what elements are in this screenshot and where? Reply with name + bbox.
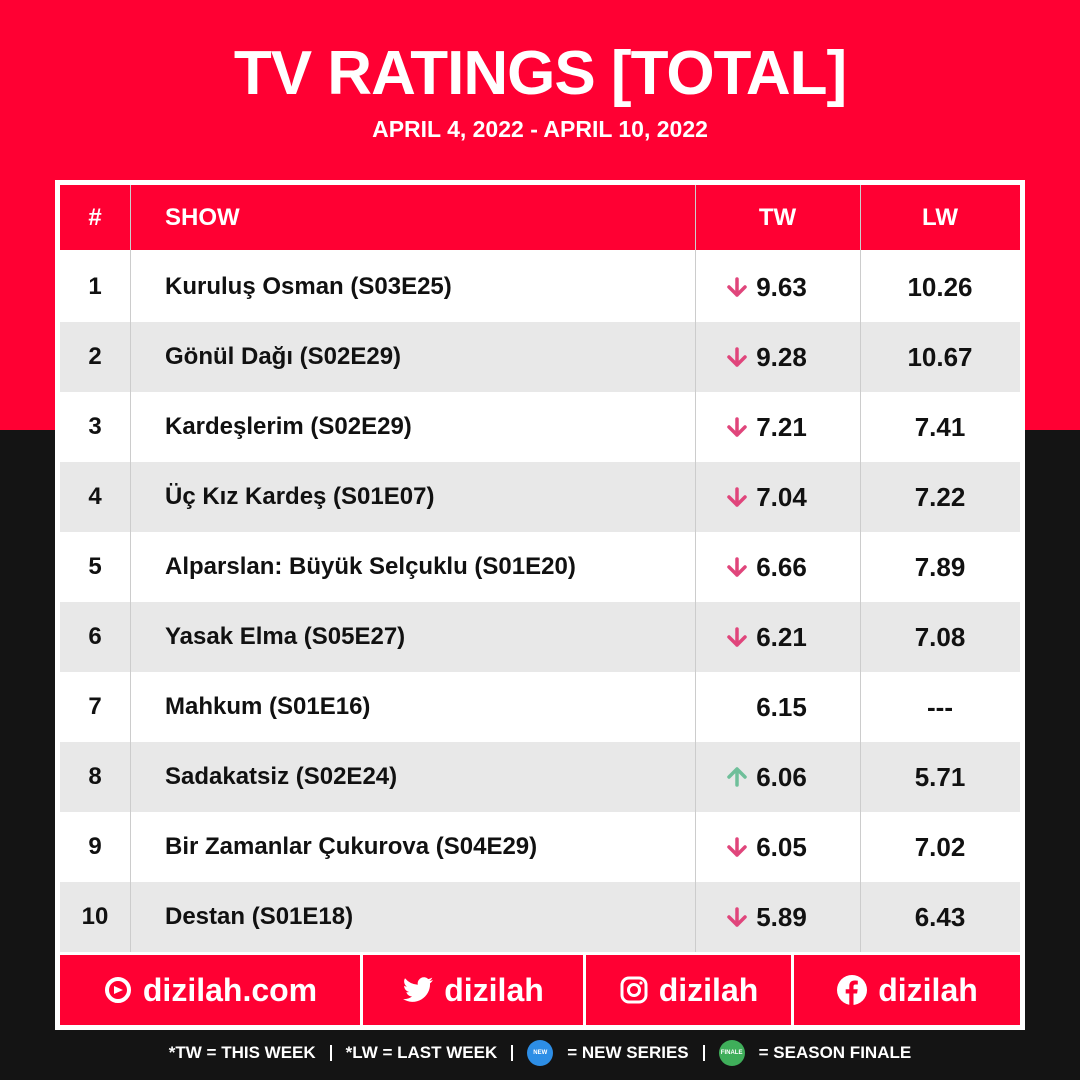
twitter-link[interactable]: dizilah [363,955,583,1025]
table-cell: Kardeşlerim (S02E29) [165,413,412,440]
table-cell: Gönül Dağı (S02E29) [165,343,402,370]
table-cell: 9 [88,833,102,860]
table-cell: 6.05 [695,812,860,882]
table-cell: 7.21 [695,392,860,462]
cell-text: 6.15 [756,691,807,722]
website-link[interactable]: dizilah.com [60,955,360,1025]
table-cell: 7.02 [914,831,966,862]
cell-text: 9.63 [756,271,807,302]
table-cell: 7.04 [695,462,860,532]
table-cell: Bir Zamanlar Çukurova (S04E29) [165,833,538,860]
link-text: dizilah.com [142,971,318,1008]
trend-arrow [727,767,747,787]
table-cell: 3 [88,413,102,440]
table-cell: 7.41 [914,411,966,442]
cell-text: 5.89 [756,901,807,932]
trend-arrow [727,557,747,577]
table-cell: 9.63 [695,252,860,322]
table-cell: 1 [88,273,102,300]
table-cell: 10 [81,903,109,930]
site-icon [104,977,131,1003]
trend-arrow [727,487,747,507]
trend-arrow [727,627,747,647]
subtitle: APRIL 4, 2022 - APRIL 10, 2022 [372,116,708,142]
table-cell: 7.08 [914,621,966,652]
link-text: dizilah [444,971,544,1008]
trend-arrow [727,277,747,297]
link-text: dizilah [658,971,759,1008]
column-header: LW [860,185,1020,250]
facebook-link[interactable]: dizilah [794,955,1020,1025]
table-cell: 6 [88,623,102,650]
legend-item: = NEW SERIES [567,1043,689,1062]
column-divider [130,185,131,952]
instagram-link[interactable]: dizilah [586,955,791,1025]
column-divider [860,185,861,952]
table-cell: 9.28 [695,322,860,392]
column-header: # [60,185,130,250]
cell-text: 7.21 [756,411,807,442]
trend-arrow [727,837,747,857]
trend-arrow [727,907,747,927]
new-badge: NEW [527,1040,554,1066]
table-cell: 7 [88,693,102,720]
twitter-icon [403,977,434,1002]
facebook-icon [837,975,868,1005]
separator [511,1045,514,1061]
cell-text: 6.21 [756,621,807,652]
cell-text: 6.05 [756,831,807,862]
separator [329,1045,332,1061]
separator [702,1045,705,1061]
table-cell: 10.67 [907,341,973,372]
link-text: dizilah [878,971,978,1008]
table-cell: 6.66 [695,532,860,602]
table-cell: 5.71 [914,761,966,792]
legend-item: = SEASON FINALE [758,1043,912,1062]
cell-text: 7.04 [756,481,807,512]
table-cell: 6.15 [695,672,860,742]
cell-text: 6.66 [756,551,807,582]
table-cell: 2 [88,343,102,370]
table-cell: 7.22 [914,481,966,512]
table-cell: 4 [88,483,102,510]
table-cell: --- [927,691,953,722]
title: TV RATINGS [TOTAL] [233,39,847,108]
table-cell: Alparslan: Büyük Selçuklu (S01E20) [165,553,576,580]
legend: *TW = THIS WEEK *LW = LAST WEEK NEW = NE… [0,1040,1080,1066]
column-header: TW [695,185,860,250]
ratings-table: dizilah.com dizilah dizilah dizilah # SHO… [55,180,1025,1030]
table-cell: Mahkum (S01E16) [165,693,371,720]
table-cell: 10.26 [907,271,973,302]
table-cell: Sadakatsiz (S02E24) [165,763,398,790]
instagram-icon [620,976,648,1004]
cell-text: 9.28 [756,341,807,372]
table-cell: 7.89 [914,551,966,582]
trend-arrow [726,697,748,717]
legend-item: *TW = THIS WEEK [168,1043,316,1062]
table-cell: 8 [88,763,102,790]
table-cell: Üç Kız Kardeş (S01E07) [165,483,435,510]
table-cell: Yasak Elma (S05E27) [165,623,406,650]
table-cell: 5 [88,553,102,580]
table-cell: 6.21 [695,602,860,672]
table-cell: 6.06 [695,742,860,812]
finale-badge: FINALE [718,1040,745,1066]
trend-arrow [727,347,747,367]
table-cell: 6.43 [914,901,966,932]
table-cell: 5.89 [695,882,860,952]
table-cell: Kuruluş Osman (S03E25) [165,273,452,300]
legend-item: *LW = LAST WEEK [345,1043,498,1062]
cell-text: 6.06 [756,761,807,792]
column-header: SHOW [130,185,695,250]
table-cell: Destan (S01E18) [165,903,354,930]
trend-arrow [727,417,747,437]
column-divider [695,185,696,952]
